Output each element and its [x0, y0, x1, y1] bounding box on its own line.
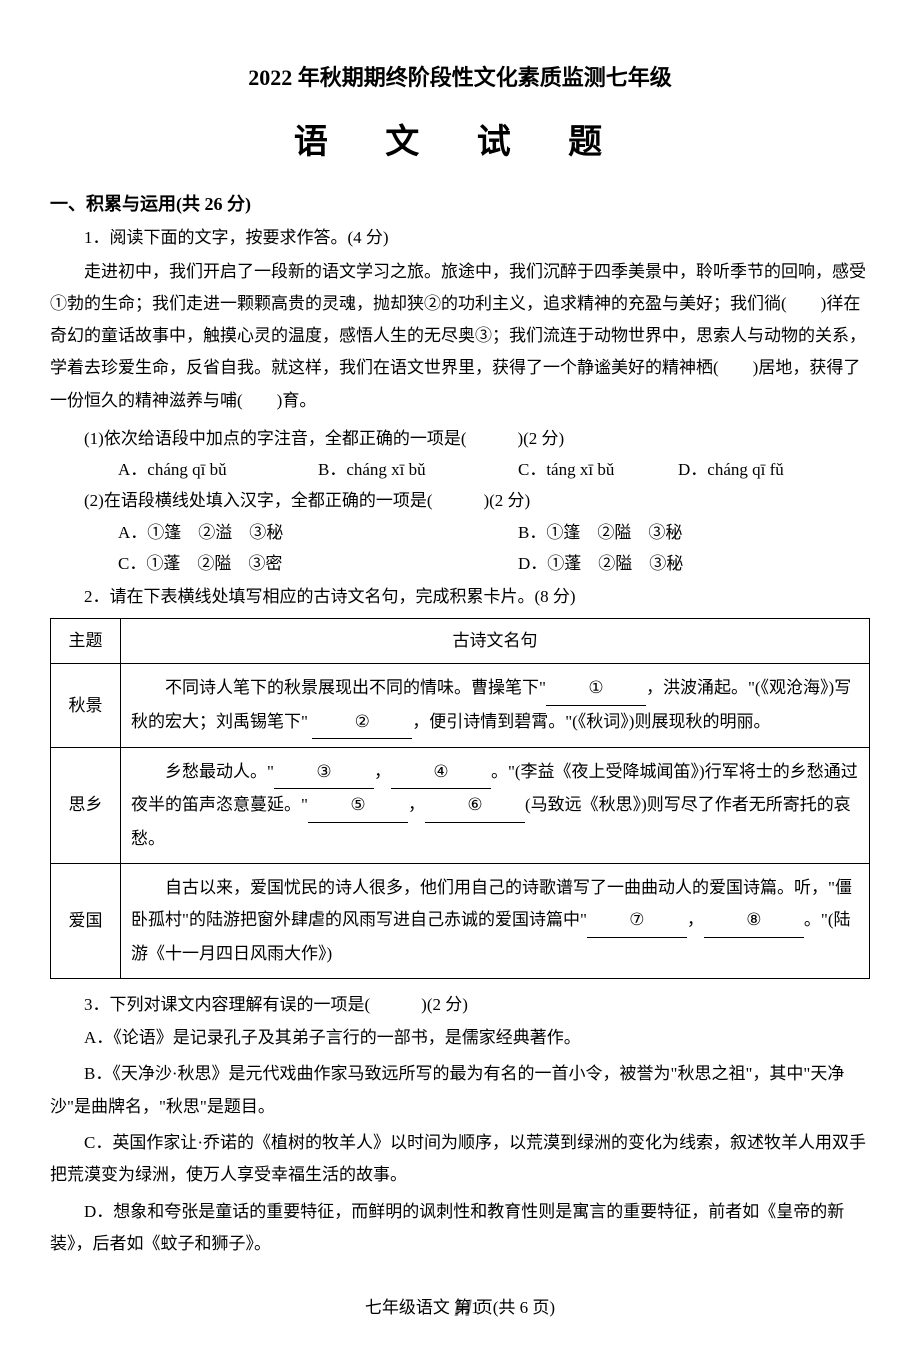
row1-p1: 不同诗人笔下的秋景展现出不同的情味。曹操笔下" — [165, 678, 546, 697]
table-row: 思乡 乡愁最动人。"③，④。"(李益《夜上受降城闻笛》)行军将士的乡愁通过夜半的… — [51, 748, 870, 864]
blank-2: ② — [312, 706, 412, 739]
poem-table: 主题 古诗文名句 秋景 不同诗人笔下的秋景展现出不同的情味。曹操笔下"①，洪波涌… — [50, 618, 870, 979]
q1-sub2-stem: (2)在语段横线处填入汉字，全都正确的一项是( )(2 分) — [50, 487, 870, 514]
blank-8: ⑧ — [704, 904, 804, 937]
q1-sub2-opt-c: C．①蓬 ②隘 ③密 — [118, 550, 518, 577]
main-title: 2022 年秋期期终阶段性文化素质监测七年级 — [50, 60, 870, 95]
q1-sub2-opt-d: D．①蓬 ②隘 ③秘 — [518, 550, 838, 577]
footer-text-after: 页(共 6 页) — [476, 1298, 555, 1317]
q3-intro: 3．下列对课文内容理解有误的一项是( )(2 分) — [50, 991, 870, 1018]
q1-sub2-opt-b: B．①篷 ②隘 ③秘 — [518, 519, 838, 546]
q3-opt-c: C．英国作家让·乔诺的《植树的牧羊人》以时间为顺序，以荒漠到绿洲的变化为线索，叙… — [50, 1127, 870, 1192]
q3-opt-a: A．《论语》是记录孔子及其弟子言行的一部书，是儒家经典著作。 — [50, 1022, 870, 1054]
q1-sub2-opt-a: A．①篷 ②溢 ③秘 — [118, 519, 518, 546]
table-header-content: 古诗文名句 — [121, 619, 870, 664]
question-1: 1．阅读下面的文字，按要求作答。(4 分) 走进初中，我们开启了一段新的语文学习… — [50, 224, 870, 577]
row2-p4: ， — [408, 795, 425, 814]
footer-page-overlay: 第1 — [454, 1294, 480, 1321]
q2-intro: 2．请在下表横线处填写相应的古诗文名句，完成积累卡片。(8 分) — [50, 583, 870, 610]
q1-sub1-opt-c: C．táng xī bǔ — [518, 456, 678, 483]
row3-content: 自古以来，爱国忧民的诗人很多，他们用自己的诗歌谱写了一曲曲动人的爱国诗篇。听，"… — [121, 863, 870, 978]
q1-intro: 1．阅读下面的文字，按要求作答。(4 分) — [50, 224, 870, 251]
q1-sub1-stem: (1)依次给语段中加点的字注音，全都正确的一项是( )(2 分) — [50, 425, 870, 452]
row2-p2: ， — [374, 762, 391, 781]
table-header-theme: 主题 — [51, 619, 121, 664]
row1-content: 不同诗人笔下的秋景展现出不同的情味。曹操笔下"①，洪波涌起。"(《观沧海》)写秋… — [121, 664, 870, 748]
table-header-row: 主题 古诗文名句 — [51, 619, 870, 664]
blank-4: ④ — [391, 756, 491, 789]
blank-1: ① — [546, 672, 646, 705]
row2-content: 乡愁最动人。"③，④。"(李益《夜上受降城闻笛》)行军将士的乡愁通过夜半的笛声恣… — [121, 748, 870, 864]
blank-6: ⑥ — [425, 789, 525, 822]
blank-3: ③ — [274, 756, 374, 789]
q3-opt-d: D．想象和夸张是童话的重要特征，而鲜明的讽刺性和教育性则是寓言的重要特征，前者如… — [50, 1196, 870, 1261]
blank-5: ⑤ — [308, 789, 408, 822]
q1-sub2-options-row1: A．①篷 ②溢 ③秘 B．①篷 ②隘 ③秘 — [50, 519, 870, 546]
section-1-header: 一、积累与运用(共 26 分) — [50, 190, 870, 219]
sub-title: 语 文 试 题 — [50, 115, 870, 169]
page-footer: 七年级语文 H 第1 页(共 6 页) — [50, 1290, 870, 1328]
q1-sub1-options: A．cháng qī bǔ B．cháng xī bǔ C．táng xī bǔ… — [50, 456, 870, 483]
row2-theme: 思乡 — [51, 748, 121, 864]
blank-7: ⑦ — [587, 904, 687, 937]
q1-sub1-opt-b: B．cháng xī bǔ — [318, 456, 518, 483]
footer-text-before: 七年级语文 — [365, 1298, 450, 1317]
q1-sub1-opt-a: A．cháng qī bǔ — [118, 456, 318, 483]
question-2: 2．请在下表横线处填写相应的古诗文名句，完成积累卡片。(8 分) 主题 古诗文名… — [50, 583, 870, 979]
row3-theme: 爱国 — [51, 863, 121, 978]
q3-opt-b: B．《天净沙·秋思》是元代戏曲作家马致远所写的最为有名的一首小令，被誉为"秋思之… — [50, 1058, 870, 1123]
question-3: 3．下列对课文内容理解有误的一项是( )(2 分) A．《论语》是记录孔子及其弟… — [50, 991, 870, 1260]
row2-p1: 乡愁最动人。" — [165, 762, 274, 781]
table-row: 秋景 不同诗人笔下的秋景展现出不同的情味。曹操笔下"①，洪波涌起。"(《观沧海》… — [51, 664, 870, 748]
row1-theme: 秋景 — [51, 664, 121, 748]
table-row: 爱国 自古以来，爱国忧民的诗人很多，他们用自己的诗歌谱写了一曲曲动人的爱国诗篇。… — [51, 863, 870, 978]
row1-p3: ，便引诗情到碧霄。"(《秋词》)则展现秋的明丽。 — [412, 712, 770, 731]
q1-sub1-opt-d: D．cháng qī fǔ — [678, 456, 838, 483]
q1-sub2-options-row2: C．①蓬 ②隘 ③密 D．①蓬 ②隘 ③秘 — [50, 550, 870, 577]
row3-p2: ， — [687, 910, 704, 929]
q1-passage: 走进初中，我们开启了一段新的语文学习之旅。旅途中，我们沉醉于四季美景中，聆听季节… — [50, 256, 870, 417]
